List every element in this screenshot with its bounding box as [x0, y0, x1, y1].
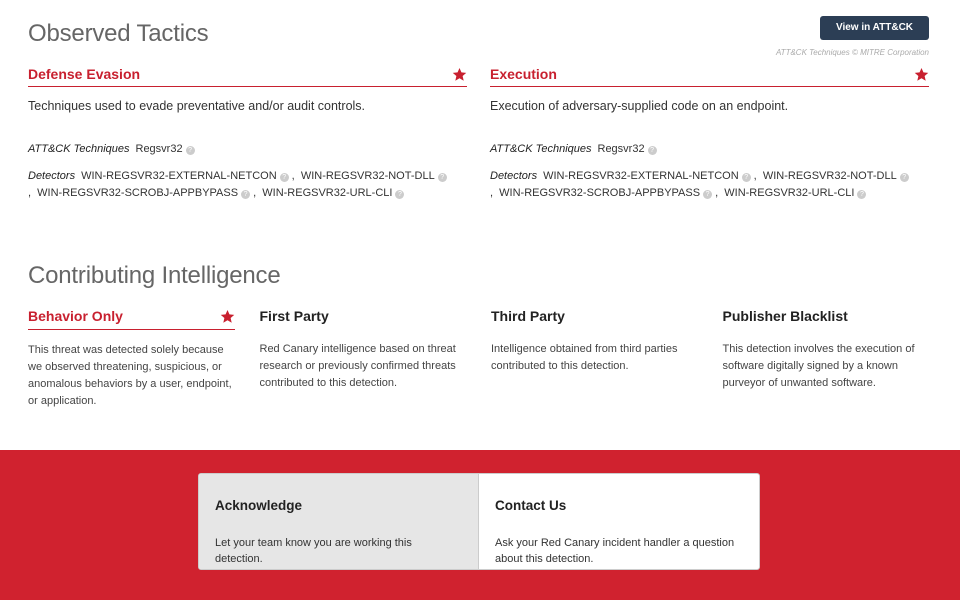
detector-name[interactable]: WIN-REGSVR32-URL-CLI [724, 187, 855, 199]
detector-name[interactable]: WIN-REGSVR32-SCROBJ-APPBYPASS [499, 187, 701, 199]
techniques-label: ATT&CK Techniques [28, 143, 130, 155]
detector: WIN-REGSVR32-EXTERNAL-NETCON? [81, 170, 292, 182]
intelligence-description: Red Canary intelligence based on threat … [259, 343, 456, 389]
intelligence-header: Third Party [491, 308, 698, 329]
section-title: Observed Tactics [28, 20, 209, 47]
star-icon [452, 67, 467, 81]
help-icon[interactable]: ? [857, 190, 867, 199]
section-title: Contributing Intelligence [28, 262, 281, 289]
detector: WIN-REGSVR32-NOT-DLL? [754, 170, 912, 182]
tactic: Defense Evasion Techniques used to evade … [28, 66, 467, 202]
technique[interactable]: Regsvr32 [597, 143, 645, 155]
detector: WIN-REGSVR32-SCROBJ-APPBYPASS? [28, 187, 253, 199]
intelligence-item: First Party Red Canary intelligence based… [260, 308, 467, 392]
detector: WIN-REGSVR32-URL-CLI? [253, 187, 407, 199]
detector: WIN-REGSVR32-NOT-DLL? [292, 170, 450, 182]
action-card: Acknowledge Let your team know you are wo… [198, 473, 760, 570]
intelligence-name: Behavior Only [28, 308, 123, 324]
intelligence-name: Third Party [491, 308, 565, 324]
help-icon[interactable]: ? [395, 190, 405, 199]
help-icon[interactable]: ? [703, 190, 713, 199]
star-icon [220, 309, 235, 323]
detector: WIN-REGSVR32-EXTERNAL-NETCON? [543, 170, 754, 182]
tactic-name: Execution [490, 66, 557, 82]
help-icon[interactable]: ? [185, 146, 195, 155]
tactic-header: Execution [490, 66, 929, 87]
detectors-label: Detectors [28, 170, 76, 182]
intelligence-description: Intelligence obtained from third parties… [491, 343, 678, 372]
help-icon[interactable]: ? [647, 146, 657, 155]
tactic-description: Techniques used to evade preventative an… [28, 99, 366, 113]
action[interactable]: Contact Us Ask your Red Canary incident h… [479, 474, 759, 569]
tactic-name: Defense Evasion [28, 66, 141, 82]
tactic: Execution Execution of adversary-supplied… [490, 66, 929, 202]
detectors: DetectorsWIN-REGSVR32-EXTERNAL-NETCON?WI… [28, 168, 467, 202]
techniques-label: ATT&CK Techniques [490, 143, 592, 155]
detector: WIN-REGSVR32-URL-CLI? [715, 187, 869, 199]
detector-name[interactable]: WIN-REGSVR32-EXTERNAL-NETCON [81, 170, 277, 182]
tactic-header: Defense Evasion [28, 66, 467, 87]
credit: ATT&CK Techniques © MITRE Corporation [775, 48, 929, 57]
help-icon[interactable]: ? [741, 173, 751, 182]
intelligence-item: Publisher Blacklist This detection involv… [723, 308, 930, 392]
detector-name[interactable]: WIN-REGSVR32-URL-CLI [262, 187, 393, 199]
detectors: DetectorsWIN-REGSVR32-EXTERNAL-NETCON?WI… [490, 168, 929, 202]
action-title: Acknowledge [215, 498, 303, 513]
techniques: ATT&CK Techniques Regsvr32? [28, 141, 467, 158]
action[interactable]: Acknowledge Let your team know you are wo… [199, 474, 479, 569]
intelligence-description: This detection involves the execution of… [722, 343, 915, 389]
action-description: Ask your Red Canary incident handler a q… [495, 537, 735, 565]
tactic-description: Execution of adversary-supplied code on … [490, 99, 789, 113]
technique[interactable]: Regsvr32 [135, 143, 183, 155]
intelligence-item: Behavior Only This threat was detected so… [28, 308, 235, 410]
intelligence-name: First Party [259, 308, 329, 324]
detectors-label: Detectors [490, 170, 538, 182]
star-icon [914, 67, 929, 81]
matrix-button[interactable]: View in ATT&CK Matrix [820, 16, 929, 57]
help-icon[interactable]: ? [437, 173, 447, 182]
star [914, 67, 929, 82]
detector-name[interactable]: WIN-REGSVR32-SCROBJ-APPBYPASS [37, 187, 239, 199]
help-icon[interactable]: ? [899, 173, 909, 182]
intelligence-description: This threat was detected solely because … [28, 344, 232, 407]
intelligence-header: First Party [260, 308, 467, 329]
intelligence-name: Publisher Blacklist [722, 308, 848, 324]
detector-name[interactable]: WIN-REGSVR32-EXTERNAL-NETCON [543, 170, 739, 182]
help-icon[interactable]: ? [279, 173, 289, 182]
detector-name[interactable]: WIN-REGSVR32-NOT-DLL [300, 170, 435, 182]
intelligence-header: Publisher Blacklist [723, 308, 930, 329]
detector-name[interactable]: WIN-REGSVR32-NOT-DLL [762, 170, 897, 182]
action-description: Let your team know you are working this … [215, 537, 412, 565]
action-title: Contact Us [495, 498, 567, 513]
intelligence-header: Behavior Only [28, 308, 235, 330]
detector: WIN-REGSVR32-SCROBJ-APPBYPASS? [490, 187, 715, 199]
star [452, 67, 467, 82]
intelligence-item: Third Party Intelligence obtained from th… [491, 308, 698, 375]
techniques: ATT&CK Techniques Regsvr32? [490, 141, 929, 158]
star [220, 309, 235, 324]
help-icon[interactable]: ? [241, 190, 251, 199]
